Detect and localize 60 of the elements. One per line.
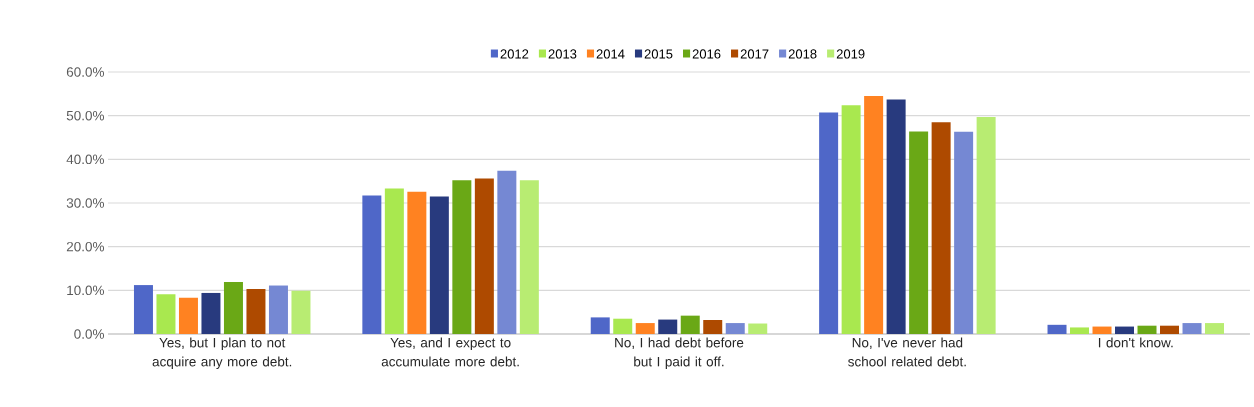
bar (291, 290, 311, 334)
bar (429, 196, 449, 334)
legend-label: 2012 (500, 49, 529, 59)
y-tick-label: 0.0% (74, 329, 105, 339)
legend-label: 2014 (596, 49, 625, 59)
bar (613, 318, 633, 334)
legend-label: 2013 (548, 49, 577, 59)
bar (658, 319, 678, 334)
bar (819, 112, 839, 334)
bar (407, 191, 427, 334)
bar (1182, 323, 1202, 334)
x-tick-label: No, I had debt before but I paid it off. (615, 337, 744, 370)
bar (748, 323, 768, 334)
bar (1047, 324, 1067, 334)
bar (864, 96, 884, 334)
legend-label: 2015 (644, 49, 673, 59)
bar (362, 195, 382, 334)
x-tick-label: I don't know. (1098, 337, 1173, 348)
bar (133, 285, 153, 334)
y-tick-label: 10.0% (67, 285, 105, 296)
bar (680, 315, 700, 334)
bar (1070, 327, 1090, 334)
bar (1137, 325, 1157, 334)
bar (1160, 325, 1180, 334)
legend-label: 2016 (692, 49, 721, 59)
bar (178, 297, 198, 334)
bar (201, 292, 221, 334)
x-tick-label: Yes, and I expect to accumulate more debt. (381, 337, 519, 367)
bar (635, 323, 655, 334)
bar (725, 323, 745, 334)
bar (268, 285, 288, 334)
y-tick-label: 50.0% (66, 110, 105, 121)
y-tick-label: 30.0% (66, 198, 105, 208)
legend-label: 2017 (740, 49, 769, 59)
bar (931, 122, 951, 334)
bar (1205, 323, 1225, 334)
bar (246, 289, 266, 334)
bar (497, 170, 517, 334)
x-tick-label: No, I've never had school related debt. (848, 337, 966, 367)
bar (519, 180, 539, 334)
bar (156, 294, 176, 334)
bar (909, 131, 929, 334)
x-tick-label: Yes, but I plan to not acquire any more debt. (152, 337, 292, 370)
bar (474, 178, 494, 334)
bar (590, 317, 610, 334)
bar (886, 99, 906, 334)
bar (452, 180, 472, 334)
bar (841, 105, 861, 334)
legend-label: 2018 (788, 49, 817, 59)
bar (954, 131, 974, 334)
bar (1092, 326, 1112, 334)
bar (384, 188, 404, 334)
y-tick-label: 60.0% (66, 67, 105, 77)
y-tick-label: 40.0% (66, 154, 105, 165)
legend-label: 2019 (836, 49, 865, 59)
bar (976, 116, 996, 334)
bar (223, 282, 243, 334)
y-tick-label: 20.0% (66, 241, 105, 252)
bar (1115, 326, 1135, 334)
bar (703, 320, 723, 334)
